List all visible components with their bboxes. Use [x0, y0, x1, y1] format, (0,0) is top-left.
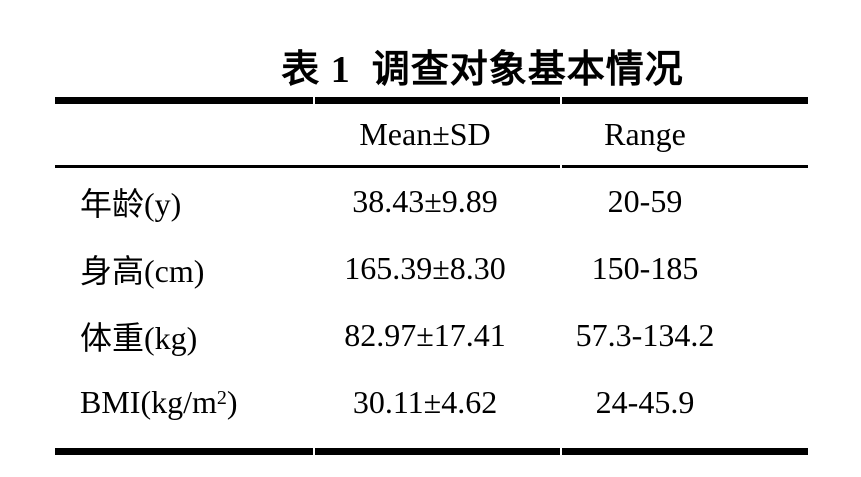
row-label: 身高(cm) — [55, 246, 325, 292]
rule-gap — [560, 165, 562, 168]
mean-sd-value: 30.11±4.62 — [352, 384, 498, 420]
page-title: 表 1 调查对象基本情况 — [281, 49, 684, 91]
row-label-text: 身高(cm) — [80, 252, 205, 289]
rule-gap — [313, 448, 315, 455]
row-label-end: ) — [226, 384, 238, 420]
col-header-range: Range — [604, 116, 686, 152]
row-label: BMI(kg/m2) — [55, 384, 325, 421]
row-label-text: 体重(kg) — [80, 319, 198, 356]
col-header-mean-sd: Mean±SD — [359, 116, 491, 152]
table-bottom-spacer — [55, 436, 808, 448]
rule-gap — [560, 448, 562, 455]
rule-gap — [313, 97, 315, 104]
row-label-text: 年龄(y) — [80, 185, 182, 222]
table-header-row: Mean±SD Range — [55, 104, 808, 165]
table-rule-top — [55, 97, 808, 104]
range-value: 57.3-134.2 — [575, 317, 715, 353]
range-value: 150-185 — [591, 250, 699, 286]
row-label-sup: 2 — [216, 387, 227, 409]
row-label: 体重(kg) — [55, 313, 325, 359]
row-label: 年龄(y) — [55, 179, 325, 225]
table-row: 身高(cm) 165.39±8.30 150-185 — [55, 235, 808, 302]
mean-sd-value: 82.97±17.41 — [344, 317, 506, 353]
row-label-text: BMI(kg/m — [80, 384, 217, 420]
table-row: 年龄(y) 38.43±9.89 20-59 — [55, 168, 808, 235]
range-value: 24-45.9 — [595, 384, 695, 420]
basic-info-table: Mean±SD Range 年龄(y) 38.43±9.89 20-59 身高(… — [55, 97, 808, 455]
rule-gap — [560, 97, 562, 104]
mean-sd-value: 165.39±8.30 — [344, 250, 506, 286]
table-rule-header — [55, 165, 808, 168]
table-row: BMI(kg/m2) 30.11±4.62 24-45.9 — [55, 369, 808, 436]
table-row: 体重(kg) 82.97±17.41 57.3-134.2 — [55, 302, 808, 369]
range-value: 20-59 — [607, 183, 683, 219]
mean-sd-value: 38.43±9.89 — [352, 183, 498, 219]
table-rule-bottom — [55, 448, 808, 455]
